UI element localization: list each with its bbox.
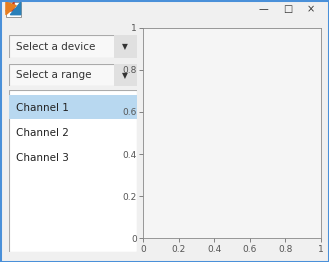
- Polygon shape: [6, 2, 14, 11]
- Text: ×: ×: [307, 4, 315, 14]
- Polygon shape: [11, 2, 21, 15]
- Text: ▼: ▼: [122, 71, 128, 80]
- Text: —: —: [258, 4, 268, 14]
- FancyBboxPatch shape: [9, 64, 137, 86]
- Polygon shape: [6, 2, 16, 15]
- Text: Channel 2: Channel 2: [15, 128, 68, 138]
- Text: Select a range: Select a range: [15, 70, 91, 80]
- Text: Channel 3: Channel 3: [15, 153, 68, 163]
- FancyBboxPatch shape: [9, 90, 137, 252]
- FancyBboxPatch shape: [114, 64, 137, 86]
- Text: Select a device: Select a device: [15, 41, 95, 52]
- Text: ▼: ▼: [122, 42, 128, 51]
- Text: □: □: [283, 4, 292, 14]
- FancyBboxPatch shape: [9, 95, 137, 119]
- FancyBboxPatch shape: [6, 2, 21, 17]
- Text: Channel 1: Channel 1: [15, 103, 68, 113]
- FancyBboxPatch shape: [9, 35, 137, 58]
- FancyBboxPatch shape: [114, 35, 137, 58]
